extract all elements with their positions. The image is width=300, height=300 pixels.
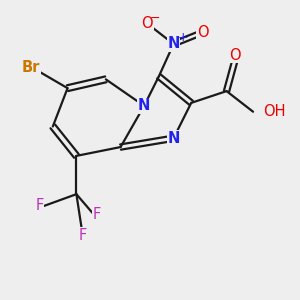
Text: F: F	[35, 198, 44, 213]
Text: N: N	[167, 131, 180, 146]
Text: +: +	[178, 31, 188, 44]
Text: O: O	[197, 25, 209, 40]
Text: N: N	[138, 98, 150, 113]
Text: F: F	[93, 207, 101, 222]
Text: Br: Br	[22, 60, 40, 75]
Text: O: O	[141, 16, 153, 31]
Text: −: −	[150, 12, 160, 25]
Text: N: N	[167, 37, 180, 52]
Text: OH: OH	[263, 104, 286, 119]
Text: O: O	[230, 48, 241, 63]
Text: F: F	[78, 228, 86, 243]
